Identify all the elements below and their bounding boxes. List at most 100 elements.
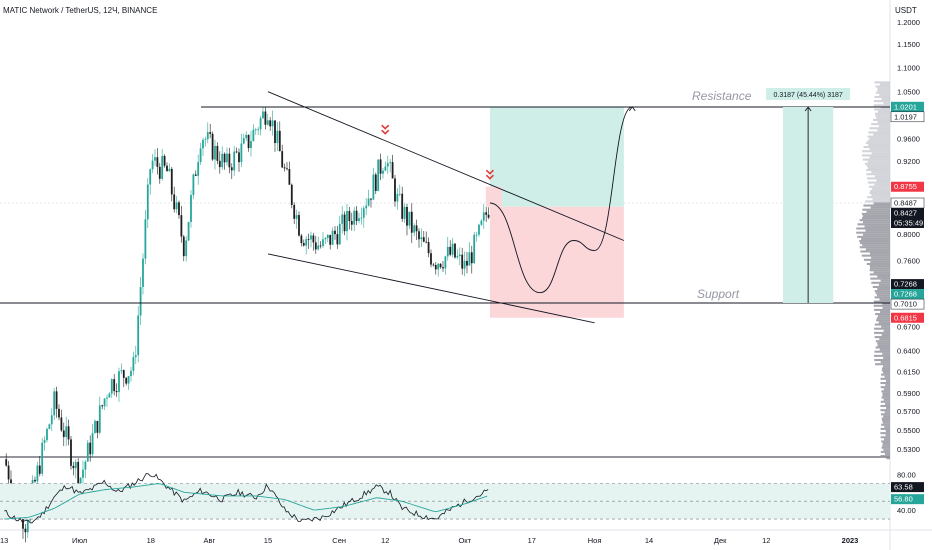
candle-body (96, 420, 99, 433)
candle-body (314, 242, 317, 250)
candle-body (247, 134, 250, 149)
volume-profile-bar (885, 379, 890, 382)
volume-profile-bar (876, 317, 890, 320)
price-tick: 0.7600 (897, 257, 920, 266)
candle-body (259, 118, 262, 130)
volume-profile-bar (873, 133, 890, 136)
candle-body (425, 241, 428, 243)
volume-profile-bar (874, 108, 890, 111)
volume-profile-bar (884, 452, 890, 456)
measure-arrowhead (804, 106, 812, 112)
candle-body (449, 246, 452, 255)
candle-body (413, 225, 416, 233)
rsi-label: 63.58 (894, 483, 913, 492)
volume-profile-bar (869, 156, 890, 159)
candle-body (482, 212, 485, 221)
candle-body (456, 255, 459, 258)
volume-profile-bar (869, 148, 890, 151)
candle-body (55, 391, 58, 409)
candle-body (454, 243, 456, 258)
candle-body (94, 420, 96, 434)
candle-body (319, 245, 322, 247)
volume-profile-bar (873, 202, 890, 205)
price-label: 0.8755 (894, 182, 917, 191)
volume-profile-bar (859, 246, 890, 249)
currency-label: USDT (895, 6, 917, 15)
candle-body (365, 205, 368, 209)
candle-body (458, 254, 461, 256)
time-tick: 17 (528, 536, 536, 545)
candle-body (266, 120, 269, 125)
candle-body (235, 151, 238, 153)
candle-body (446, 246, 449, 257)
volume-profile-bar (877, 342, 890, 345)
candle-body (262, 111, 264, 119)
time-tick: 15 (264, 536, 272, 545)
candle-body (146, 184, 149, 220)
candle-body (432, 264, 435, 266)
candle-body (70, 439, 72, 466)
candle-body (451, 243, 454, 255)
candle-body (329, 234, 332, 245)
volume-profile-bar (866, 164, 890, 167)
candle-body (190, 194, 192, 222)
volume-profile-bar (880, 455, 890, 458)
volume-profile-bar (875, 91, 890, 94)
time-tick: 12 (762, 536, 770, 545)
volume-profile-bar (880, 436, 890, 439)
candle-body (346, 211, 348, 232)
candle-body (48, 424, 51, 429)
candle-body (34, 479, 36, 482)
volume-profile-bar (883, 102, 890, 105)
candle-body (307, 239, 310, 240)
volume-profile-bar (874, 336, 890, 339)
volume-profile-bar (873, 104, 890, 107)
volume-profile-bar (879, 93, 890, 96)
volume-profile-bar (879, 348, 890, 351)
candle-body (372, 174, 375, 200)
candle-body (331, 230, 334, 245)
price-label-box (891, 208, 924, 219)
candle-body (53, 391, 56, 416)
volume-profile-bar (863, 258, 890, 261)
volume-profile-bar (877, 120, 890, 124)
projection-curve (489, 106, 633, 294)
volume-profile-bar (881, 390, 890, 393)
candle-body (281, 151, 284, 168)
candle-body (362, 208, 365, 218)
volume-profile-bar (869, 191, 890, 195)
candle-body (391, 162, 394, 179)
candle-body (98, 405, 101, 433)
volume-profile-bar (863, 204, 890, 207)
candle-body (386, 163, 389, 167)
price-label-box (891, 101, 924, 112)
time-tick: 13 (0, 536, 8, 545)
candle-body (50, 415, 53, 425)
candle-body (322, 239, 324, 247)
volume-profile-bar (883, 448, 890, 451)
volume-profile-bar (883, 356, 890, 359)
volume-profile-bar (874, 358, 890, 362)
volume-profile-bar (880, 409, 890, 412)
candle-body (338, 223, 341, 245)
candle-body (480, 220, 483, 225)
volume-profile-bar (875, 346, 890, 349)
volume-profile-bar (875, 340, 890, 343)
candle-body (317, 245, 320, 250)
chart-title: MATIC Network / TetherUS, 12Ч, BINANCE (3, 6, 157, 15)
candle-body (374, 174, 377, 191)
volume-profile-bar (871, 256, 890, 259)
volume-profile-bar (859, 219, 890, 222)
candle-body (216, 145, 219, 161)
price-label: 1.0201 (894, 102, 917, 111)
candle-body (173, 194, 176, 210)
candle-body (58, 408, 60, 418)
candle-body (461, 254, 464, 269)
measure-label-bg (766, 88, 851, 100)
volume-profile-bar (873, 100, 890, 103)
candle-body (101, 405, 104, 407)
volume-profile-bar (884, 438, 890, 441)
candle-body (156, 157, 159, 167)
candle-body (343, 214, 346, 232)
